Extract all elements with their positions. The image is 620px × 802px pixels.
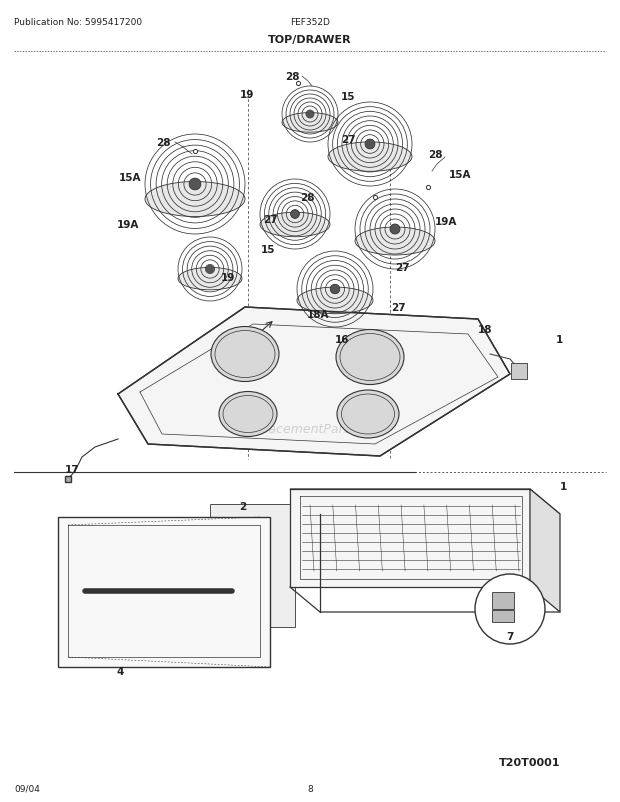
Polygon shape <box>58 517 270 667</box>
Text: 15: 15 <box>261 245 275 255</box>
Circle shape <box>330 285 340 294</box>
Text: 19: 19 <box>240 90 254 100</box>
Polygon shape <box>210 504 295 627</box>
Text: Publication No: 5995417200: Publication No: 5995417200 <box>14 18 142 27</box>
Text: 27: 27 <box>391 302 405 313</box>
Text: 2: 2 <box>239 501 247 512</box>
Circle shape <box>390 225 400 234</box>
Text: 15A: 15A <box>119 172 141 183</box>
Ellipse shape <box>355 228 435 256</box>
Text: 4: 4 <box>117 666 123 676</box>
Ellipse shape <box>211 327 279 382</box>
Ellipse shape <box>282 113 338 133</box>
Text: 15: 15 <box>341 92 355 102</box>
Text: 16: 16 <box>335 334 349 345</box>
Text: 1: 1 <box>556 334 563 345</box>
Text: 28: 28 <box>156 138 171 148</box>
Text: 1: 1 <box>559 481 567 492</box>
FancyBboxPatch shape <box>511 363 527 379</box>
Circle shape <box>365 140 375 150</box>
Ellipse shape <box>145 182 245 217</box>
Ellipse shape <box>260 213 330 237</box>
Text: 27: 27 <box>395 263 410 273</box>
FancyBboxPatch shape <box>492 592 514 610</box>
Circle shape <box>307 111 313 118</box>
Text: 28: 28 <box>299 192 314 203</box>
Text: 8: 8 <box>307 784 313 793</box>
Text: 18A: 18A <box>307 310 329 320</box>
Text: 19: 19 <box>221 273 235 282</box>
Ellipse shape <box>336 330 404 385</box>
Text: 19A: 19A <box>435 217 458 227</box>
Text: 18: 18 <box>478 325 492 334</box>
Ellipse shape <box>219 392 277 437</box>
Text: eReplacementParts.com: eReplacementParts.com <box>234 423 386 436</box>
Ellipse shape <box>178 268 242 290</box>
Circle shape <box>291 211 299 219</box>
Ellipse shape <box>328 143 412 172</box>
Text: 27: 27 <box>340 135 355 145</box>
Text: 27: 27 <box>263 215 277 225</box>
Text: T20T0001: T20T0001 <box>499 757 560 767</box>
Ellipse shape <box>337 391 399 439</box>
Text: 7: 7 <box>507 631 514 642</box>
Ellipse shape <box>297 288 373 314</box>
Text: 15A: 15A <box>449 170 471 180</box>
Polygon shape <box>530 489 560 612</box>
Text: 28: 28 <box>285 72 299 82</box>
Text: 28: 28 <box>428 150 442 160</box>
FancyBboxPatch shape <box>492 610 514 622</box>
Polygon shape <box>118 308 510 456</box>
Circle shape <box>189 179 201 191</box>
Text: 17: 17 <box>64 464 79 475</box>
Circle shape <box>475 574 545 644</box>
Circle shape <box>206 265 214 273</box>
Text: FEF352D: FEF352D <box>290 18 330 27</box>
Text: 09/04: 09/04 <box>14 784 40 793</box>
Polygon shape <box>290 489 560 514</box>
Polygon shape <box>290 489 530 587</box>
Text: 19A: 19A <box>117 220 139 229</box>
Text: TOP/DRAWER: TOP/DRAWER <box>268 35 352 45</box>
